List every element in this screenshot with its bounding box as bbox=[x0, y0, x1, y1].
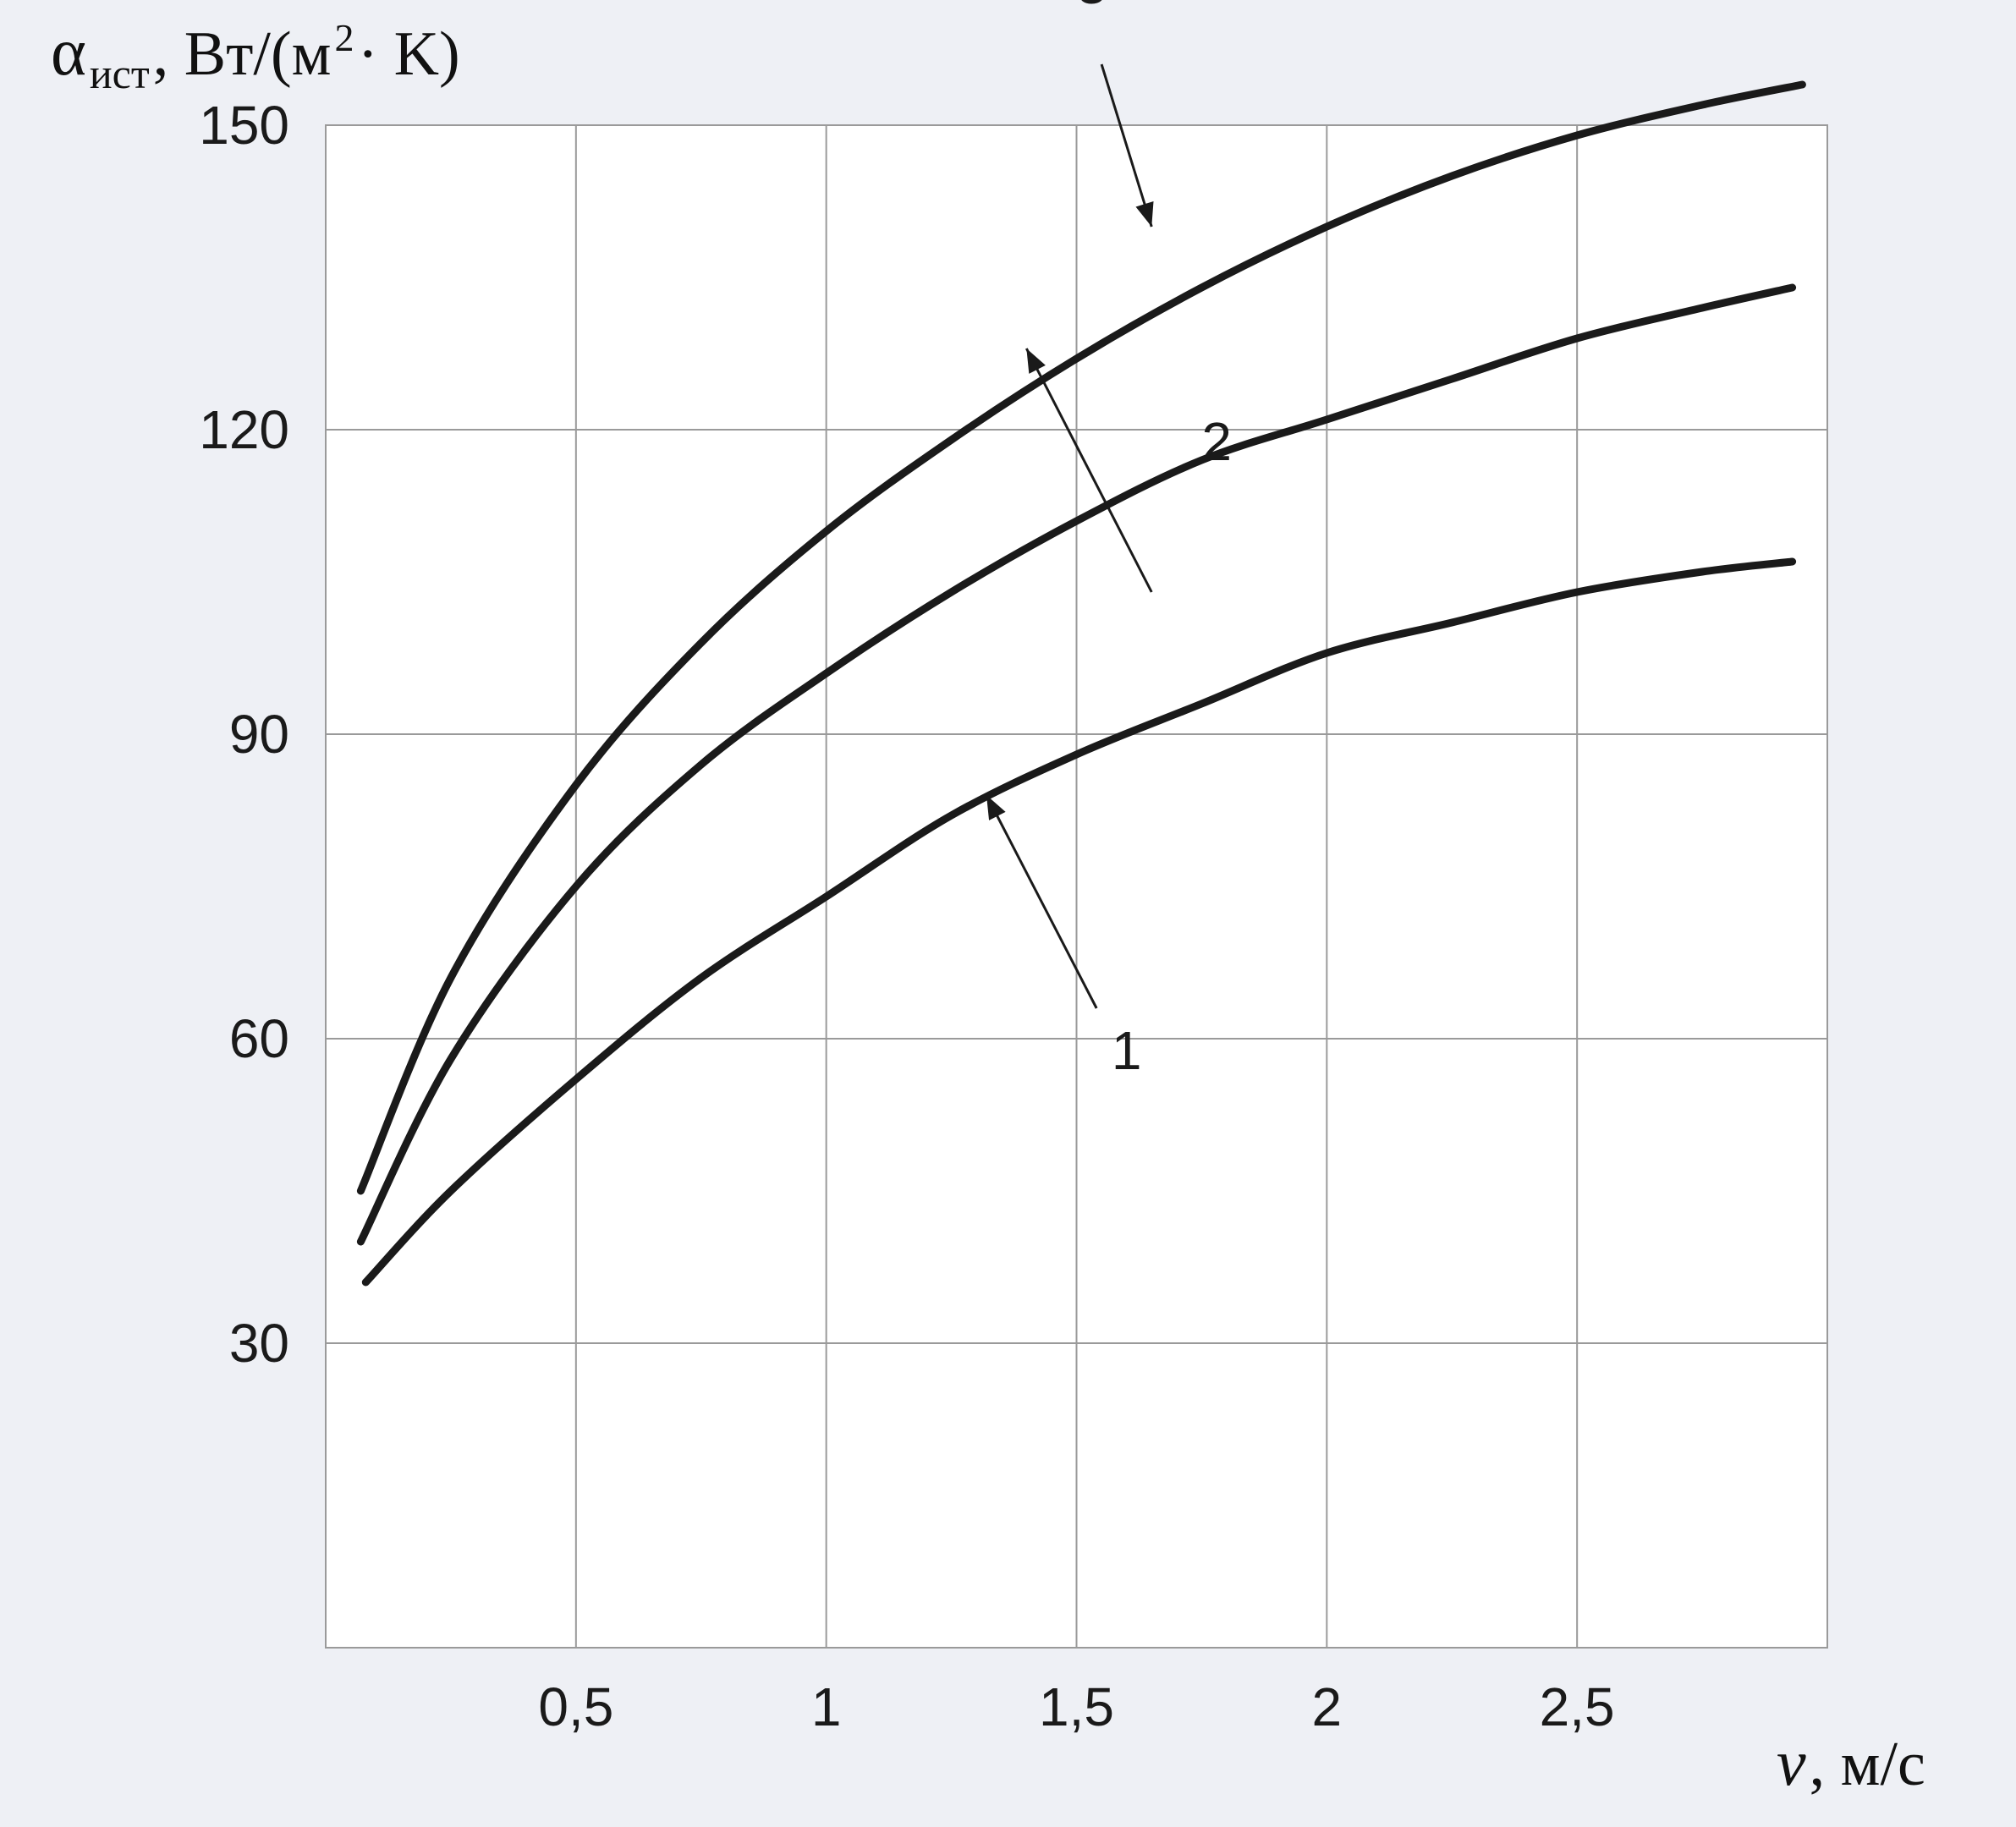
series-pointer-2 bbox=[1024, 348, 1153, 593]
series-annotations: 1 2 3 bbox=[985, 0, 1232, 1081]
x-tick-label: 0,5 bbox=[538, 1676, 613, 1737]
x-tick-label: 2 bbox=[1312, 1676, 1343, 1737]
y-tick-label: 30 bbox=[229, 1313, 289, 1374]
series-label-3: 3 bbox=[1076, 0, 1107, 15]
series-label-1: 1 bbox=[1112, 1020, 1142, 1081]
x-axis-unit: , м/с bbox=[1810, 1730, 1925, 1799]
grid-lines bbox=[326, 124, 1827, 1648]
y-axis-unit-power: 2 bbox=[334, 16, 354, 59]
series-line-2 bbox=[356, 283, 1797, 1246]
y-tick-label: 60 bbox=[229, 1008, 289, 1069]
x-tick-label: 2,5 bbox=[1540, 1676, 1615, 1737]
x-axis-variable: v bbox=[1777, 1726, 1806, 1799]
x-tick-labels: 0,5 1 1,5 2 2,5 bbox=[538, 1676, 1614, 1737]
y-tick-labels: 30 60 90 120 150 bbox=[199, 95, 289, 1374]
y-tick-label: 150 bbox=[199, 95, 289, 156]
y-axis-unit-prefix: , Вт/(м bbox=[153, 19, 332, 89]
y-axis-subscript: ист bbox=[90, 50, 150, 97]
x-axis-label: v , м/с bbox=[1777, 1726, 1925, 1799]
series-arrowhead-3 bbox=[1135, 201, 1154, 227]
x-tick-label: 1,5 bbox=[1039, 1676, 1114, 1737]
series-arrowhead-1 bbox=[986, 795, 1006, 820]
y-axis-symbol: α bbox=[51, 15, 86, 90]
series-pointer-3 bbox=[1100, 63, 1153, 228]
x-tick-label: 1 bbox=[811, 1676, 842, 1737]
y-axis-unit-suffix: · K) bbox=[357, 19, 459, 89]
series-arrowhead-2 bbox=[1026, 348, 1046, 374]
y-tick-label: 120 bbox=[199, 399, 289, 460]
series-pointer-1 bbox=[985, 794, 1098, 1009]
series-line-1 bbox=[361, 557, 1797, 1287]
series-lines bbox=[356, 80, 1806, 1287]
series-line-3 bbox=[356, 80, 1806, 1195]
y-tick-label: 90 bbox=[229, 704, 289, 765]
series-label-2: 2 bbox=[1201, 411, 1232, 472]
y-axis-label: α ист , Вт/(м 2 · K) bbox=[51, 15, 460, 97]
